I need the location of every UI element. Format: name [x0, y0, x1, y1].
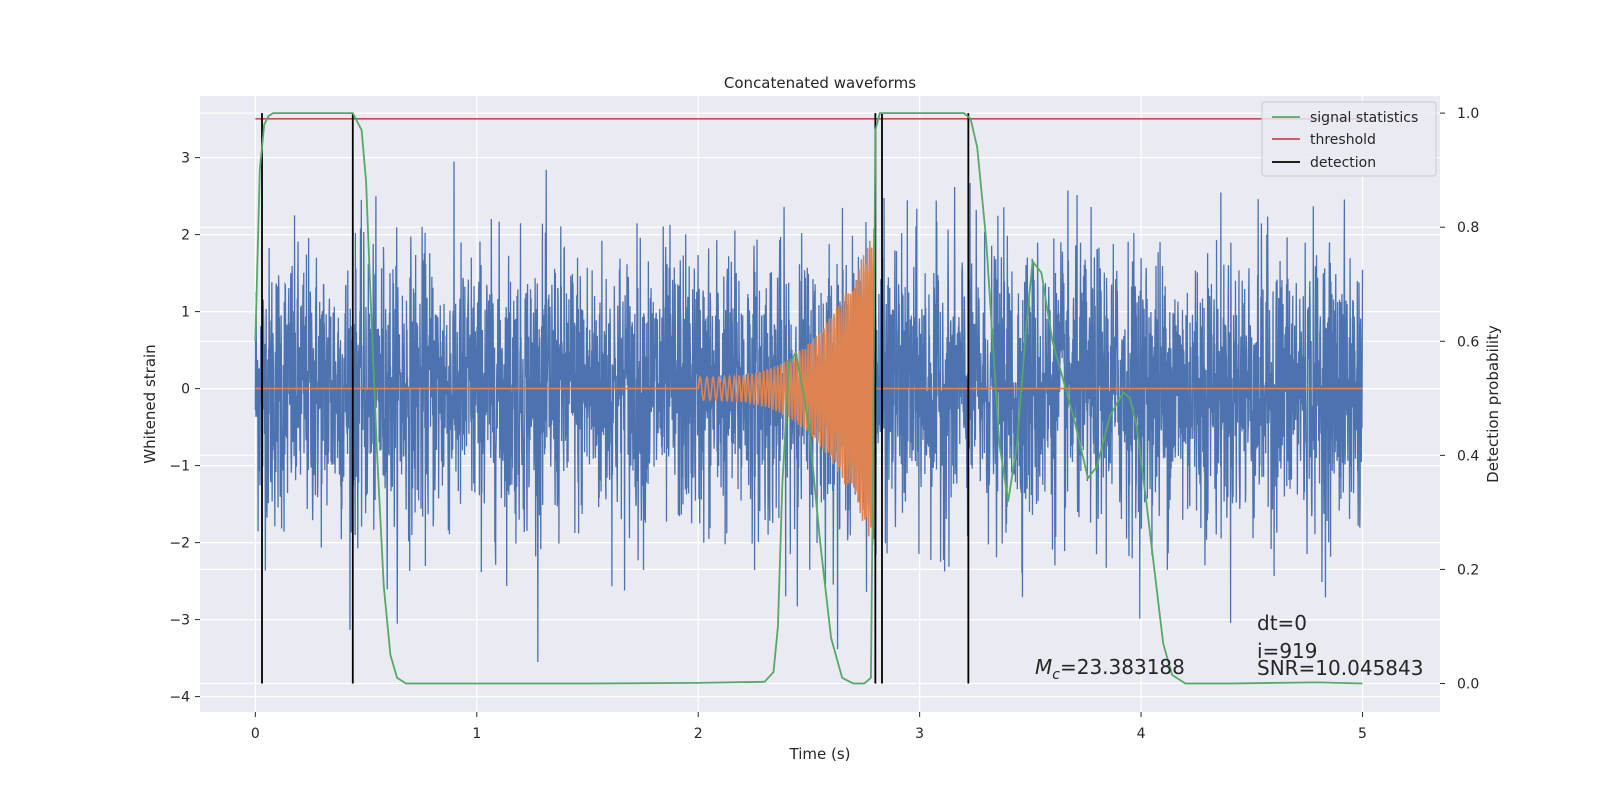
- y-tick-label: 2: [181, 228, 190, 244]
- signal-statistics-series: [254, 112, 1363, 685]
- x-tick-label: 2: [694, 726, 703, 742]
- annotation-index: i=919: [1257, 639, 1318, 663]
- x-axis-label: Time (s): [789, 745, 851, 763]
- y-tick-label-right: 0.8: [1457, 220, 1479, 236]
- y-tick-label-right: 0.6: [1457, 334, 1479, 350]
- y-tick-label-right: 0.2: [1457, 562, 1479, 578]
- y-tick-label: 3: [181, 151, 190, 167]
- chart-title: Concatenated waveforms: [724, 74, 916, 92]
- x-tick-label: 4: [1137, 726, 1146, 742]
- x-tick-label: 0: [251, 726, 260, 742]
- template-series: [255, 228, 1363, 545]
- annotation-dt: dt=0: [1257, 611, 1307, 635]
- x-tick-label: 1: [472, 726, 481, 742]
- y-axis-right-label: Detection probability: [1484, 325, 1502, 483]
- y-axis-label: Whitened strain: [141, 344, 159, 463]
- y-tick-label-right: 0.0: [1457, 676, 1479, 692]
- y-tick-label-right: 1.0: [1457, 106, 1479, 122]
- y-tick-label: −4: [169, 690, 190, 706]
- y-axis-left: −4 −3 −2 −1 0 1 2 3: [169, 151, 200, 706]
- legend-box: [1261, 101, 1437, 177]
- legend-label-signal-statistics: signal statistics: [1310, 110, 1418, 126]
- legend: signal statistics threshold detection: [1261, 101, 1437, 177]
- x-axis: 0 1 2 3 4 5: [251, 712, 1367, 742]
- legend-label-threshold: threshold: [1310, 132, 1376, 148]
- legend-label-detection: detection: [1310, 155, 1376, 171]
- annotation-snr: SNR=10.045843: [1257, 656, 1423, 680]
- annotation-chirp-mass: Mc=23.383188: [1035, 655, 1185, 683]
- y-tick-label-right: 0.4: [1457, 448, 1479, 464]
- noise-series: [254, 161, 1364, 662]
- x-tick-label: 5: [1358, 726, 1367, 742]
- y-tick-label: −2: [169, 536, 190, 552]
- noise-line: [254, 161, 1364, 662]
- template-line: [255, 228, 1363, 545]
- y-tick-label: −1: [169, 459, 190, 475]
- y-axis-right: 0.0 0.2 0.4 0.6 0.8 1.0: [1440, 106, 1479, 692]
- y-tick-label: 1: [181, 305, 190, 321]
- x-tick-label: 3: [915, 726, 924, 742]
- y-tick-label: 0: [181, 382, 190, 398]
- signal-statistics-line: [254, 112, 1363, 685]
- y-tick-label: −3: [169, 613, 190, 629]
